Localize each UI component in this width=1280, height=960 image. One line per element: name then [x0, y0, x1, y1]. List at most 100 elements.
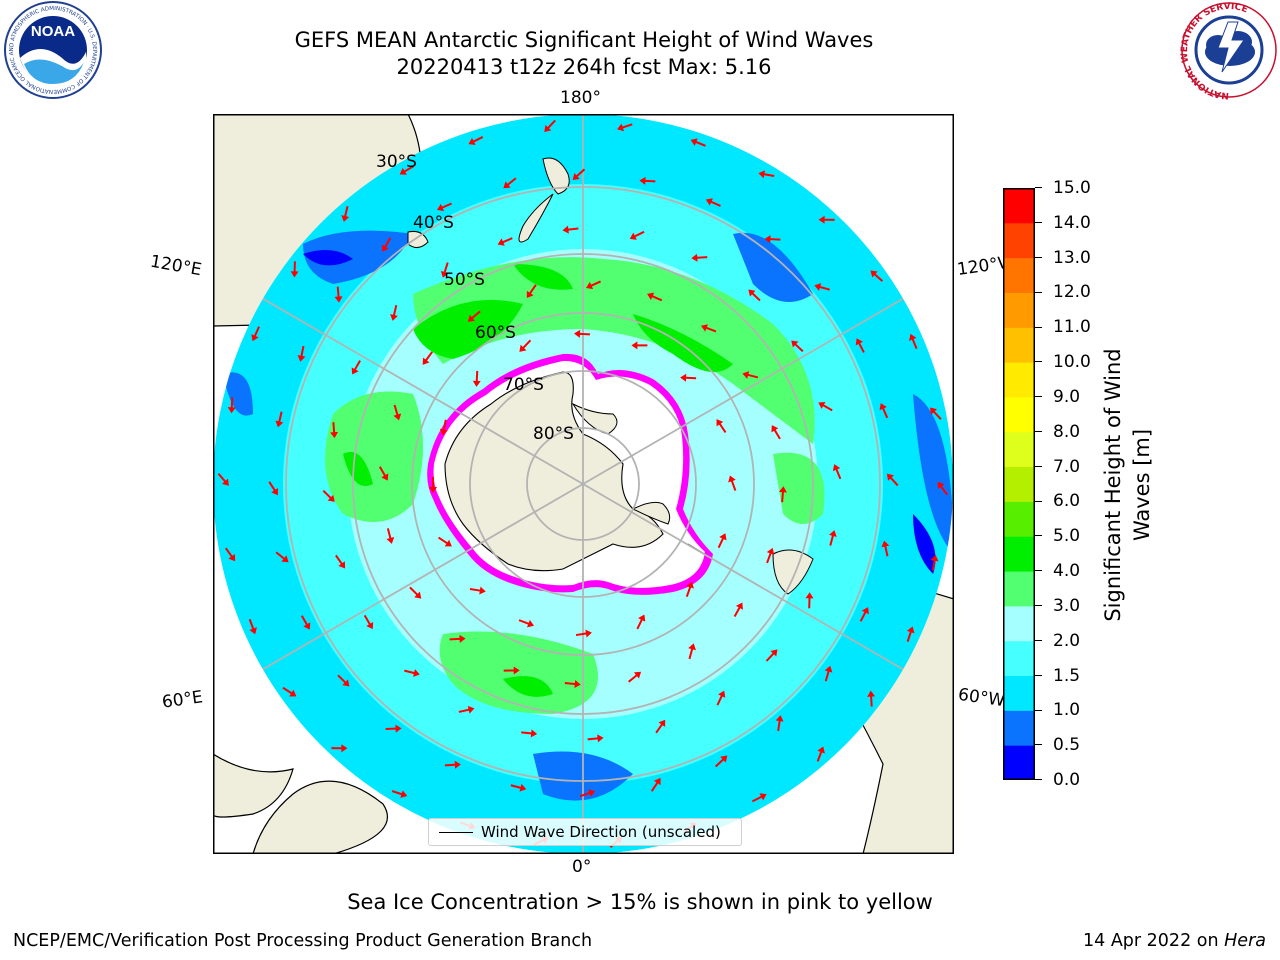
wave-direction-arrow [422, 351, 433, 365]
colorbar-cell [1003, 710, 1035, 746]
wave-direction-arrow [268, 481, 278, 496]
wave-direction-arrow [716, 690, 726, 706]
wave-direction-arrow [930, 554, 939, 571]
colorbar-tick [1035, 256, 1042, 258]
colorbar-cell [1003, 501, 1035, 537]
lon-label-60e: 60°E [160, 687, 205, 713]
lon-label-0: 0° [572, 857, 592, 877]
wave-direction-arrow [791, 340, 804, 353]
wave-direction-arrow [248, 618, 257, 635]
wave-direction-arrow [275, 411, 284, 428]
wave-direction-arrow [503, 177, 517, 189]
wave-direction-arrow [766, 547, 775, 564]
wave-direction-arrow [805, 592, 814, 609]
footer-branch: NCEP/EMC/Verification Post Processing Pr… [13, 931, 593, 951]
wave-direction-arrow [881, 540, 890, 557]
wave-direction-arrow [855, 338, 865, 353]
wave-direction-arrow [617, 123, 633, 132]
colorbar-tick-label: 0.5 [1053, 735, 1081, 756]
wave-direction-arrow [472, 370, 481, 387]
wave-direction-arrow [818, 215, 835, 224]
wave-direction-arrow [824, 665, 833, 682]
wave-direction-arrow [297, 345, 306, 362]
wave-direction-arrow [351, 360, 361, 375]
wave-direction-arrow [691, 253, 708, 262]
wave-direction-arrow [818, 401, 833, 412]
wave-direction-arrow [814, 283, 831, 291]
colorbar-tick [1035, 396, 1042, 398]
wave-direction-arrow [409, 586, 422, 599]
colorbar-tick-label: 8.0 [1053, 421, 1081, 442]
wave-direction-arrow [716, 419, 727, 433]
colorbar-tick [1035, 674, 1042, 676]
map-frame-border [213, 114, 954, 854]
wave-direction-arrow [468, 136, 484, 146]
colorbar [1003, 188, 1035, 780]
map-title: GEFS MEAN Antarctic Significant Height o… [294, 28, 874, 52]
colorbar-tick [1035, 361, 1042, 363]
colorbar-cell [1003, 327, 1035, 363]
lat-label-50s: 50°S [444, 270, 485, 290]
colorbar-cell [1003, 292, 1035, 328]
colorbar-tick [1035, 639, 1042, 641]
noaa-logo: NOAA NATIONAL OCEANIC AND ATMOSPHERIC AD… [0, 0, 102, 99]
colorbar-cell [1003, 571, 1035, 607]
colorbar-cell [1003, 431, 1035, 468]
wave-direction-arrow [391, 790, 408, 798]
wave-direction-arrow [518, 619, 535, 628]
wave-direction-arrow [886, 473, 899, 487]
colorbar-tick-label: 14.0 [1053, 212, 1091, 233]
wave-direction-arrow [870, 270, 884, 282]
wave-direction-arrow [390, 305, 398, 321]
wave-direction-arrow [275, 551, 289, 563]
colorbar-cell [1003, 396, 1035, 433]
colorbar-tick-label: 6.0 [1053, 491, 1081, 512]
colorbar-tick-label: 15.0 [1053, 178, 1091, 198]
graticule [213, 114, 953, 854]
colorbar-tick [1035, 222, 1042, 224]
wave-direction-arrow [575, 629, 592, 638]
colorbar-tick-label: 4.0 [1053, 561, 1081, 582]
wave-direction-arrow [628, 671, 642, 683]
wave-direction-arrow [748, 289, 761, 302]
wave-direction-arrow [685, 581, 694, 598]
wave-direction-arrow [585, 280, 601, 290]
wave-direction-arrow [579, 789, 596, 798]
nws-logo: NATIONAL WEATHER SERVICE [1180, 2, 1277, 100]
wave-direction-arrow [341, 206, 350, 222]
wave-direction-arrow [832, 464, 842, 480]
wave-direction-arrow [690, 138, 706, 147]
wave-direction-arrow [742, 371, 759, 379]
colorbar-title-line1: Significant Height of Wind [1101, 348, 1125, 622]
colorbar-tick-label: 13.0 [1053, 247, 1091, 268]
wave-direction-arrow [282, 686, 297, 697]
wave-direction-arrow [650, 777, 661, 792]
wave-direction-arrow [929, 407, 942, 420]
lat-label-40s: 40°S [413, 213, 454, 233]
wave-direction-arrow [937, 481, 949, 496]
wave-direction-arrow [385, 724, 402, 733]
wave-direction-arrow [458, 705, 475, 714]
colorbar-tick-label: 11.0 [1053, 317, 1091, 338]
wave-direction-arrow [521, 729, 538, 738]
colorbar-tick [1035, 291, 1042, 293]
wave-direction-arrow [906, 626, 915, 642]
wave-direction-arrow [680, 373, 697, 382]
colorbar-tick [1035, 744, 1042, 746]
lat-label-60s: 60°S [475, 323, 516, 343]
wave-direction-arrow [909, 333, 918, 350]
legend-label: Wind Wave Direction (unscaled) [481, 823, 721, 841]
colorbar-tick-label: 1.0 [1053, 700, 1081, 721]
colorbar-cell [1003, 675, 1035, 711]
colorbar-tick [1035, 535, 1042, 537]
lon-label-180: 180° [560, 88, 601, 108]
footer-machine: Hera [1224, 931, 1266, 951]
wave-direction-arrow [510, 783, 527, 792]
wave-direction-arrow [331, 744, 348, 753]
wave-direction-arrow [519, 339, 532, 352]
wave-direction-arrow [399, 165, 414, 175]
wave-direction-arrow [816, 746, 825, 762]
wave-direction-arrow [859, 607, 869, 622]
wave-direction-arrow [717, 533, 727, 549]
wave-direction-arrow [758, 170, 775, 179]
